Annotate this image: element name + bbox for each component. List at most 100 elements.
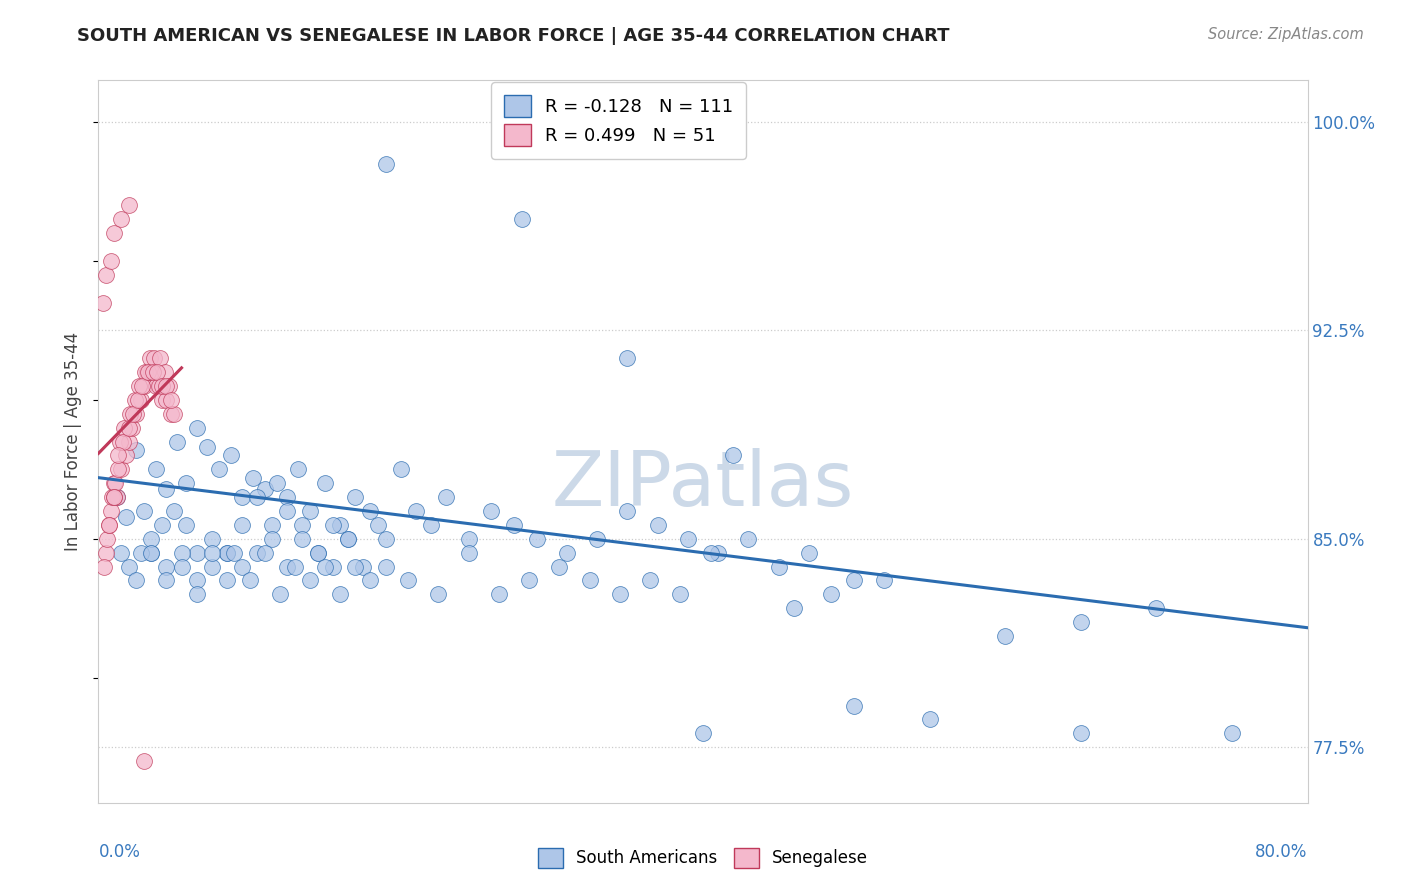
Point <box>170 559 193 574</box>
Point <box>578 574 600 588</box>
Point <box>396 574 419 588</box>
Point <box>291 517 314 532</box>
Point <box>488 587 510 601</box>
Point <box>141 365 163 379</box>
Point <box>231 559 253 574</box>
Point <box>166 434 188 449</box>
Point <box>1070 615 1092 630</box>
Point <box>844 574 866 588</box>
Point <box>105 490 128 504</box>
Point <box>276 559 298 574</box>
Point <box>503 517 526 532</box>
Point <box>246 490 269 504</box>
Point <box>195 440 218 454</box>
Point <box>141 532 163 546</box>
Point <box>616 351 638 366</box>
Point <box>1220 726 1243 740</box>
Point <box>155 379 177 393</box>
Point <box>163 504 186 518</box>
Point <box>208 462 231 476</box>
Point <box>103 490 125 504</box>
Point <box>129 546 152 560</box>
Point <box>103 226 125 240</box>
Point <box>405 504 427 518</box>
Point <box>108 434 131 449</box>
Point <box>329 517 352 532</box>
Point <box>609 587 631 601</box>
Point <box>783 601 806 615</box>
Point <box>145 379 167 393</box>
Point <box>131 379 153 393</box>
Legend: South Americans, Senegalese: South Americans, Senegalese <box>531 841 875 875</box>
Point <box>145 462 167 476</box>
Point <box>103 476 125 491</box>
Text: 0.0%: 0.0% <box>98 843 141 861</box>
Point <box>160 392 183 407</box>
Point <box>269 587 291 601</box>
Point <box>638 574 661 588</box>
Point <box>110 212 132 227</box>
Point <box>669 587 692 601</box>
Point <box>170 546 193 560</box>
Point <box>1070 726 1092 740</box>
Point <box>136 365 159 379</box>
Point <box>118 420 141 434</box>
Point <box>142 365 165 379</box>
Point <box>105 490 128 504</box>
Point <box>112 420 135 434</box>
Point <box>118 559 141 574</box>
Point <box>242 470 264 484</box>
Point <box>135 365 157 379</box>
Point <box>103 490 125 504</box>
Point <box>374 559 396 574</box>
Point <box>374 532 396 546</box>
Point <box>322 517 344 532</box>
Point <box>120 407 142 421</box>
Point <box>253 546 276 560</box>
Point <box>374 156 396 170</box>
Legend: R = -0.128   N = 111, R = 0.499   N = 51: R = -0.128 N = 111, R = 0.499 N = 51 <box>491 82 745 159</box>
Point <box>114 509 136 524</box>
Point <box>125 442 148 457</box>
Point <box>344 490 367 504</box>
Point <box>555 546 578 560</box>
Point <box>134 365 156 379</box>
Point <box>299 504 322 518</box>
Point <box>276 490 298 504</box>
Point <box>215 546 238 560</box>
Point <box>107 462 129 476</box>
Point <box>481 504 503 518</box>
Point <box>284 559 307 574</box>
Text: 80.0%: 80.0% <box>1256 843 1308 861</box>
Point <box>100 504 122 518</box>
Point <box>820 587 842 601</box>
Point <box>94 268 117 282</box>
Point <box>122 407 145 421</box>
Point <box>146 365 169 379</box>
Point <box>160 407 183 421</box>
Point <box>91 295 114 310</box>
Point <box>526 532 548 546</box>
Point <box>125 407 148 421</box>
Point <box>276 504 298 518</box>
Point <box>692 726 714 740</box>
Point <box>647 517 669 532</box>
Point <box>107 449 129 463</box>
Point <box>124 392 146 407</box>
Point <box>548 559 571 574</box>
Point <box>132 754 155 768</box>
Point <box>174 476 197 491</box>
Point <box>139 351 162 366</box>
Point <box>510 212 533 227</box>
Point <box>266 476 288 491</box>
Point <box>101 490 124 504</box>
Point <box>143 351 166 366</box>
Point <box>221 449 243 463</box>
Point <box>586 532 609 546</box>
Point <box>155 574 177 588</box>
Point <box>163 407 186 421</box>
Point <box>98 517 121 532</box>
Point <box>291 532 314 546</box>
Point <box>128 379 150 393</box>
Point <box>141 546 163 560</box>
